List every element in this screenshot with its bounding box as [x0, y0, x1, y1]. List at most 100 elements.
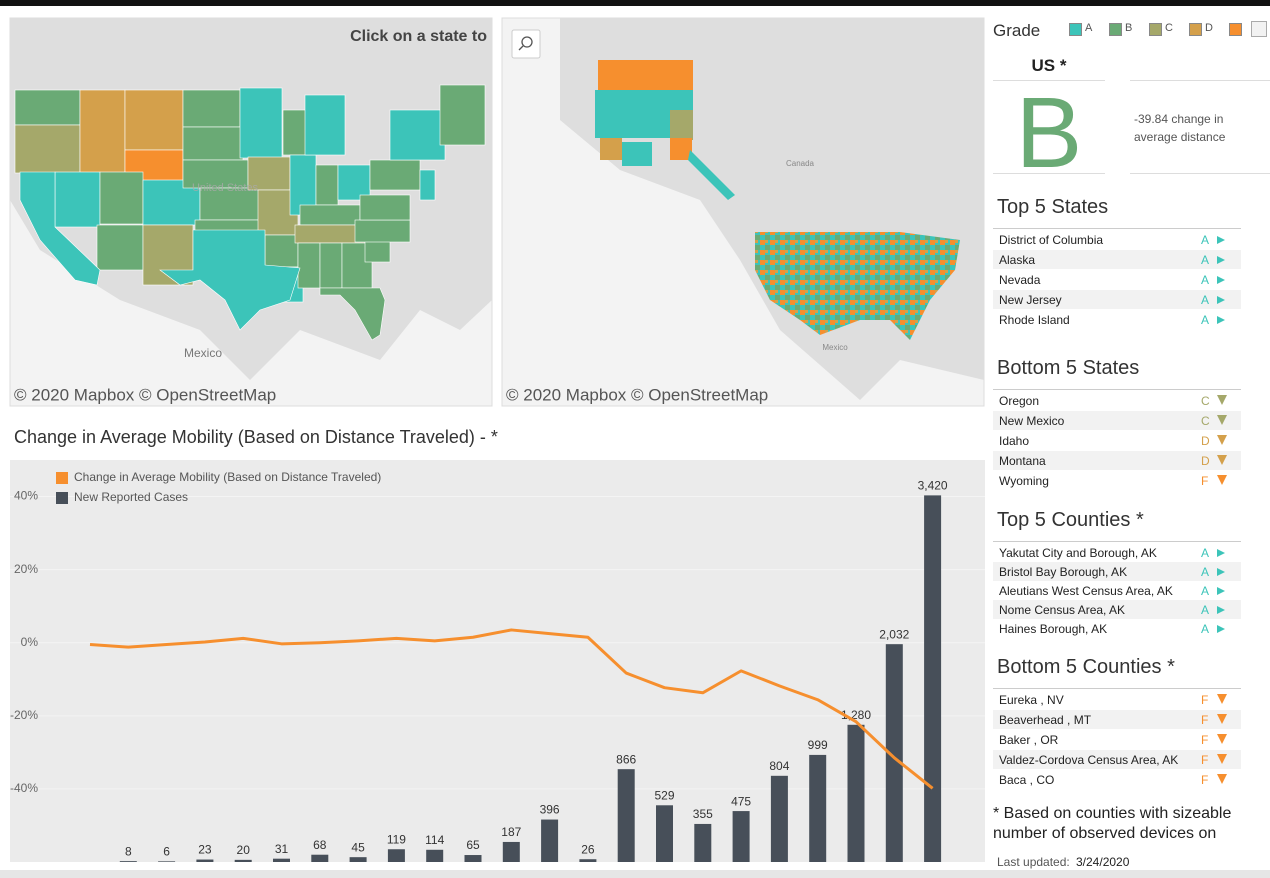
- row-grade: F: [1201, 773, 1209, 787]
- data-label: 26: [581, 842, 595, 856]
- map-hint: Click on a state to: [350, 28, 487, 45]
- data-label: 999: [808, 738, 828, 752]
- table-row: Nevada A: [993, 270, 1241, 289]
- bar: [273, 858, 290, 862]
- data-label: 396: [540, 803, 560, 817]
- state: [297, 242, 321, 289]
- top-bar: [0, 0, 1270, 6]
- data-label: 475: [731, 794, 751, 808]
- bar: [234, 859, 252, 862]
- data-label: 119: [387, 832, 406, 846]
- bar: [387, 849, 405, 862]
- y-tick-label: 0%: [21, 635, 39, 649]
- state: [369, 159, 421, 191]
- state: [182, 126, 244, 161]
- trend-arrow: [1217, 316, 1225, 324]
- state: [319, 287, 386, 341]
- legend-label: Change in Average Mobility (Based on Dis…: [74, 470, 381, 484]
- country-label: United States: [192, 182, 259, 194]
- row-name: Yakutat City and Borough, AK: [999, 546, 1157, 560]
- data-label: 31: [275, 842, 289, 856]
- data-label: 529: [654, 788, 674, 802]
- country-label: Mexico: [822, 343, 848, 352]
- state: [54, 171, 101, 228]
- data-label: 8: [125, 844, 132, 858]
- trend-arrow: [1217, 625, 1225, 633]
- trend-arrow: [1217, 236, 1225, 244]
- bar: [196, 859, 214, 862]
- row-name: Baca , CO: [999, 773, 1055, 787]
- trend-arrow: [1217, 549, 1225, 557]
- y-tick-label: 40%: [14, 489, 38, 503]
- table-row: Valdez-Cordova Census Area, AK F: [993, 750, 1241, 769]
- row-name: Rhode Island: [999, 313, 1070, 327]
- footnote: * Based on counties with sizeable number…: [993, 805, 1232, 842]
- row-name: Nevada: [999, 273, 1041, 287]
- state: [337, 164, 371, 201]
- bar: [119, 861, 137, 862]
- bar: [464, 855, 482, 862]
- bar: [617, 769, 635, 862]
- divider: [993, 80, 1105, 81]
- updated-label: Last updated:: [997, 855, 1070, 869]
- table-row: Montana D: [993, 451, 1241, 470]
- trend-arrow: [1217, 435, 1227, 445]
- row-name: Baker , OR: [999, 733, 1059, 747]
- data-label: 804: [769, 759, 789, 773]
- line: [89, 628, 934, 790]
- table-row: Bristol Bay Borough, AK A: [993, 562, 1241, 581]
- trend-arrow: [1217, 475, 1227, 485]
- divider: [993, 541, 1241, 542]
- y-tick-label: -20%: [10, 708, 38, 722]
- bar: [885, 644, 903, 862]
- legend-swatch: [56, 492, 68, 504]
- table-row: New Mexico C: [993, 411, 1241, 430]
- bar: [694, 823, 712, 862]
- row-name: Montana: [999, 454, 1046, 468]
- legend-label: B: [1125, 22, 1133, 34]
- state: [294, 224, 366, 244]
- data-label: 65: [466, 838, 480, 852]
- row-name: New Jersey: [999, 293, 1062, 307]
- row-grade: A: [1201, 233, 1210, 247]
- row-grade: A: [1201, 565, 1210, 579]
- row-name: Eureka , NV: [999, 693, 1064, 707]
- table-row: Baca , CO F: [993, 770, 1241, 789]
- row-grade: F: [1201, 753, 1209, 767]
- state: [99, 171, 144, 225]
- table-row: District of Columbia A: [993, 230, 1241, 249]
- row-name: District of Columbia: [999, 233, 1104, 247]
- trend-arrow: [1217, 694, 1227, 704]
- data-label: 68: [313, 838, 327, 852]
- state: [14, 89, 81, 126]
- row-grade: A: [1201, 293, 1210, 307]
- legend-swatch: [56, 472, 68, 484]
- trend-arrow: [1217, 276, 1225, 284]
- legend-swatch: [1069, 23, 1082, 36]
- row-name: Wyoming: [999, 474, 1049, 488]
- state-map[interactable]: [9, 17, 493, 407]
- table-row: New Jersey A: [993, 290, 1241, 309]
- data-label: 2,032: [879, 627, 909, 641]
- row-grade: F: [1201, 474, 1209, 488]
- row-grade: A: [1201, 603, 1210, 617]
- section-title: Top 5 States: [997, 196, 1109, 218]
- data-label: 114: [425, 833, 444, 847]
- table-row: Rhode Island A: [993, 310, 1241, 329]
- data-label: 23: [198, 843, 212, 857]
- trend-arrow: [1217, 256, 1225, 264]
- row-grade: F: [1201, 693, 1209, 707]
- table-row: Wyoming F: [993, 471, 1241, 490]
- legend-label: New Reported Cases: [74, 490, 188, 504]
- divider: [1130, 80, 1270, 81]
- county-map[interactable]: [501, 17, 985, 407]
- state: [299, 204, 361, 226]
- legend-swatch: [1229, 23, 1242, 36]
- section-title: Top 5 Counties *: [997, 509, 1144, 531]
- table-row: Haines Borough, AK A: [993, 619, 1241, 638]
- row-name: Idaho: [999, 434, 1030, 448]
- row-grade: A: [1201, 622, 1210, 636]
- trend-arrow: [1217, 774, 1227, 784]
- plot-area: [10, 460, 985, 862]
- row-grade: C: [1201, 394, 1210, 408]
